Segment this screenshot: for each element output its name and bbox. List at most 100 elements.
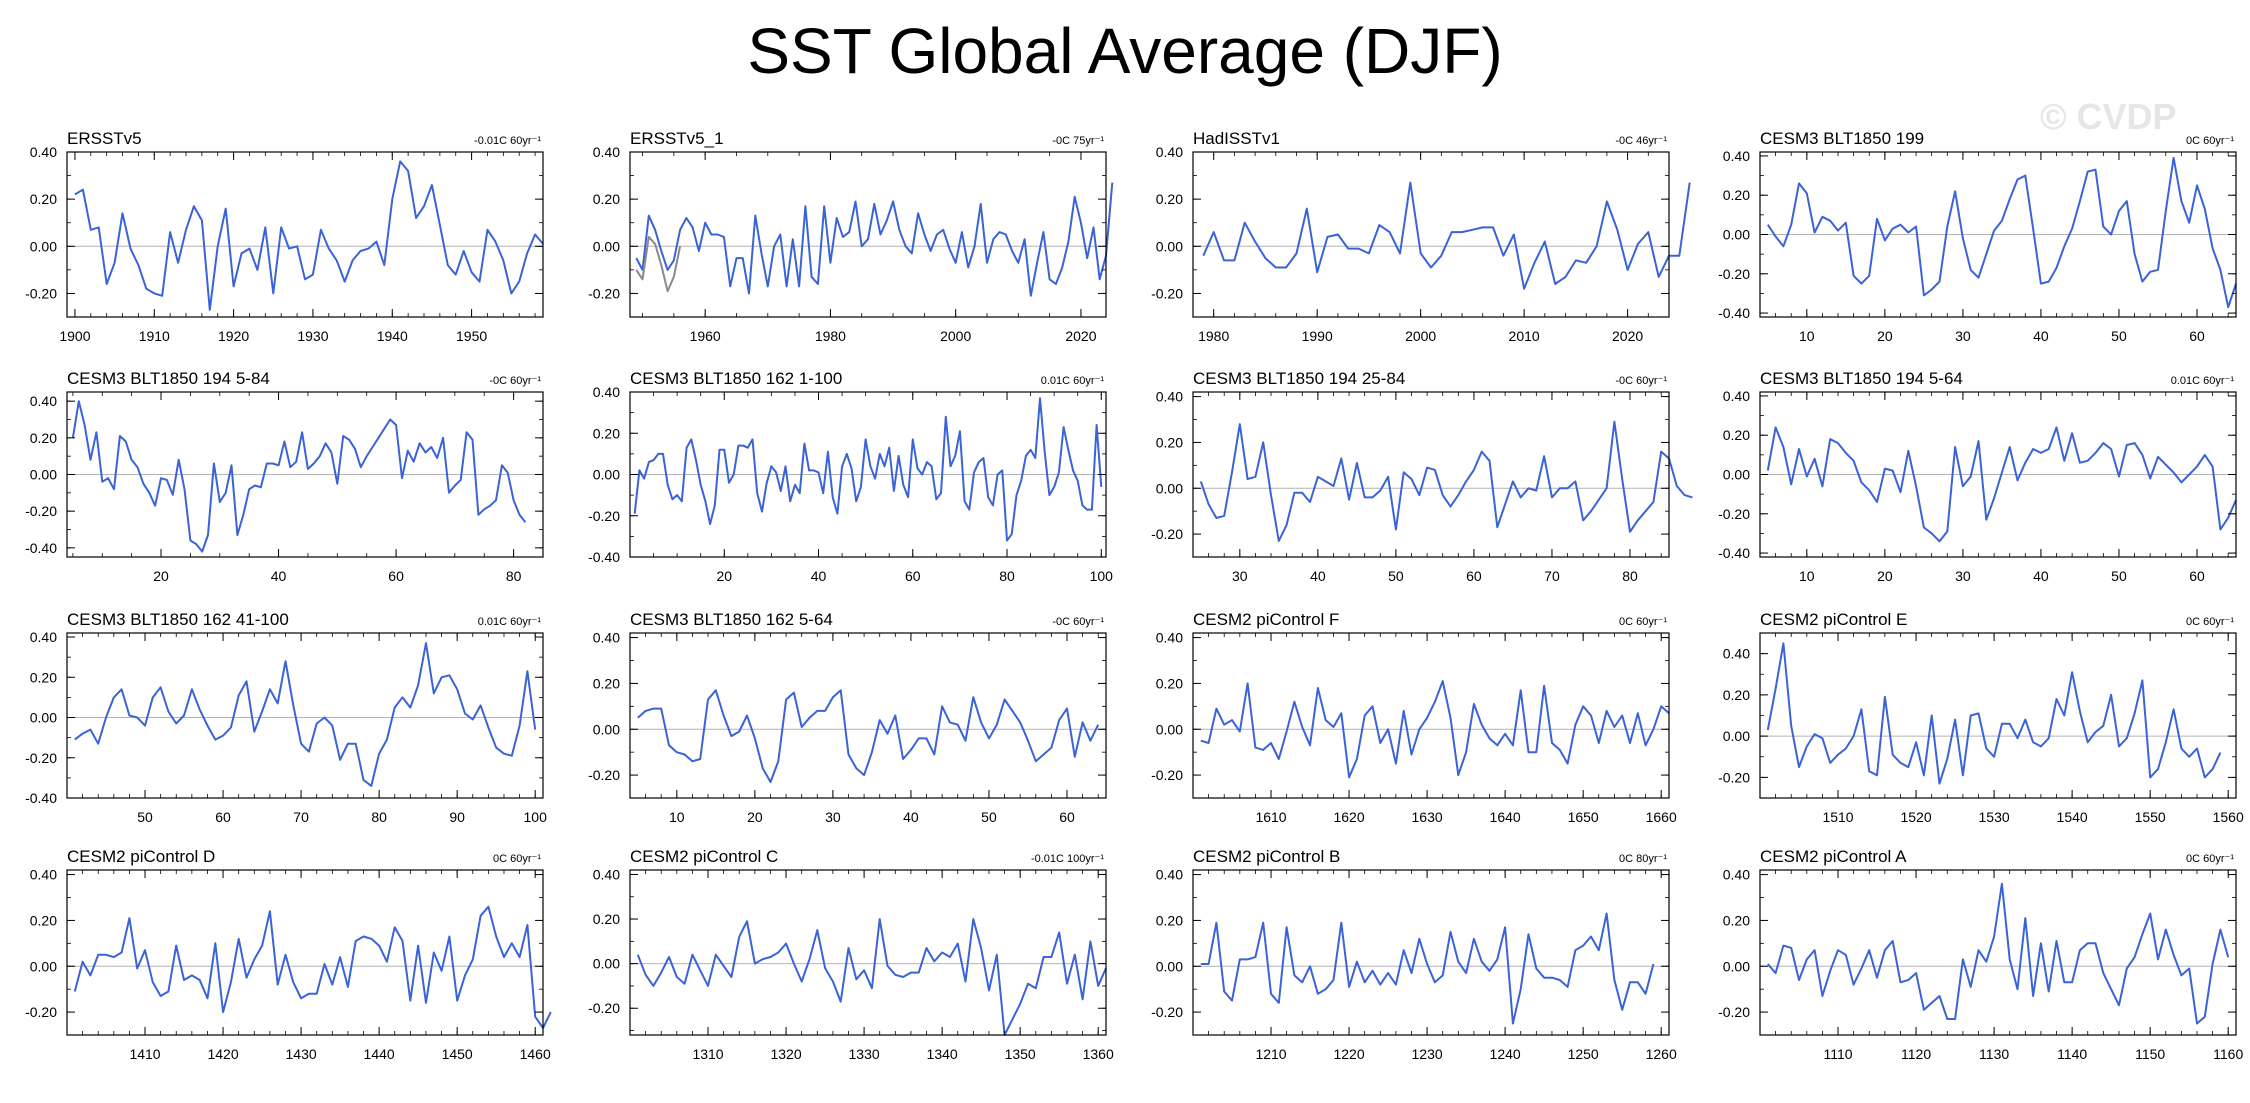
series-line bbox=[1766, 642, 2222, 785]
x-tick-label: 1210 bbox=[1255, 1046, 1286, 1062]
chart-panel: CESM2 piControl C -0.01C 100yr⁻¹ 0.40 0.20 0… bbox=[588, 847, 1114, 1062]
series-line bbox=[74, 160, 544, 311]
series-line bbox=[1200, 912, 1655, 1025]
series-line bbox=[1766, 426, 2237, 543]
chart-title: CESM2 piControl D bbox=[67, 847, 215, 866]
trend-label: -0.01C 100yr⁻¹ bbox=[1031, 853, 1104, 865]
x-tick-label: 1150 bbox=[2135, 1046, 2165, 1062]
series-line bbox=[636, 918, 1107, 1036]
x-tick-label: 1980 bbox=[815, 328, 846, 344]
chart-panel: ERSSTv5 -0.01C 60yr⁻¹ 0.40 0.20 0.00 -0.20 190… bbox=[25, 129, 544, 344]
x-tick-label: 80 bbox=[999, 568, 1015, 584]
x-tick-label: 1540 bbox=[2057, 809, 2088, 825]
series-line bbox=[1200, 680, 1670, 779]
trend-label: 0C 60yr⁻¹ bbox=[2186, 616, 2234, 628]
y-tick-label: 0.00 bbox=[1723, 227, 1750, 243]
x-tick-label: 100 bbox=[1090, 568, 1114, 584]
y-tick-label: -0.20 bbox=[25, 1004, 57, 1020]
chart-panel: CESM2 piControl F 0C 60yr⁻¹ 0.40 0.20 0.00 -0… bbox=[1151, 610, 1677, 825]
trend-label: 0.01C 60yr⁻¹ bbox=[2171, 375, 2235, 387]
x-tick-label: 1990 bbox=[1302, 328, 1333, 344]
x-tick-label: 1980 bbox=[1198, 328, 1229, 344]
chart-panel: CESM3 BLT1850 162 5-64 -0C 60yr⁻¹ 0.40 0.20… bbox=[588, 610, 1107, 825]
y-tick-label: -0.20 bbox=[1718, 1004, 1750, 1020]
x-tick-label: 80 bbox=[371, 809, 387, 825]
y-tick-label: 0.00 bbox=[1156, 480, 1183, 496]
x-tick-label: 70 bbox=[293, 809, 309, 825]
plot-frame bbox=[66, 632, 544, 799]
x-tick-label: 60 bbox=[388, 568, 404, 584]
y-tick-label: -0.20 bbox=[588, 767, 620, 783]
x-tick-label: 1610 bbox=[1255, 809, 1286, 825]
chart-title: CESM2 piControl C bbox=[630, 847, 778, 866]
trend-label: 0C 60yr⁻¹ bbox=[1619, 616, 1667, 628]
y-tick-label: 0.20 bbox=[593, 911, 620, 927]
x-tick-label: 1320 bbox=[770, 1046, 801, 1062]
y-tick-label: -0.20 bbox=[1151, 767, 1183, 783]
y-tick-label: 0.20 bbox=[1156, 434, 1183, 450]
x-tick-label: 1950 bbox=[456, 328, 487, 344]
plot-frame bbox=[66, 869, 544, 1036]
series-line bbox=[71, 400, 527, 553]
y-tick-label: -0.20 bbox=[1718, 769, 1750, 785]
x-tick-label: 1930 bbox=[297, 328, 328, 344]
x-tick-label: 1450 bbox=[442, 1046, 473, 1062]
y-tick-label: 0.00 bbox=[30, 958, 57, 974]
chart-panel: ERSSTv5_1 -0C 75yr⁻¹ 0.40 0.20 0.00 -0.20 1960… bbox=[588, 129, 1114, 344]
x-tick-label: 70 bbox=[1544, 568, 1560, 584]
x-tick-label: 40 bbox=[811, 568, 827, 584]
series-line bbox=[73, 905, 552, 1030]
y-tick-label: 0.40 bbox=[593, 384, 620, 400]
y-tick-label: 0.40 bbox=[30, 393, 57, 409]
plot-frame bbox=[66, 151, 544, 318]
y-tick-label: 0.20 bbox=[1723, 912, 1750, 928]
x-tick-label: 60 bbox=[1466, 568, 1482, 584]
x-tick-label: 80 bbox=[1622, 568, 1638, 584]
chart-panel: CESM2 piControl A 0C 60yr⁻¹ 0.40 0.20 0.00 -0… bbox=[1718, 847, 2243, 1062]
series-line bbox=[74, 642, 537, 787]
trend-label: -0C 60yr⁻¹ bbox=[1052, 616, 1104, 628]
trend-label: -0.01C 60yr⁻¹ bbox=[474, 135, 541, 147]
y-tick-label: 0.40 bbox=[593, 630, 620, 646]
x-tick-label: 1220 bbox=[1333, 1046, 1364, 1062]
x-tick-label: 1910 bbox=[139, 328, 170, 344]
y-tick-label: 0.00 bbox=[1723, 958, 1750, 974]
y-tick-label: -0.20 bbox=[1151, 526, 1183, 542]
x-tick-label: 40 bbox=[271, 568, 287, 584]
chart-panel: CESM3 BLT1850 194 5-84 -0C 60yr⁻¹ 0.40 0.20… bbox=[25, 369, 544, 584]
x-tick-label: 60 bbox=[905, 568, 921, 584]
y-tick-label: 0.00 bbox=[30, 238, 57, 254]
x-tick-label: 40 bbox=[2033, 328, 2049, 344]
series-line bbox=[1199, 420, 1693, 542]
y-tick-label: 0.20 bbox=[1723, 687, 1750, 703]
x-tick-label: 30 bbox=[1955, 568, 1971, 584]
x-tick-label: 1350 bbox=[1005, 1046, 1036, 1062]
plot-frame bbox=[629, 151, 1107, 318]
y-tick-label: 0.20 bbox=[593, 675, 620, 691]
y-tick-label: -0.20 bbox=[1718, 266, 1750, 282]
chart-title: CESM3 BLT1850 162 41-100 bbox=[67, 610, 289, 629]
chart-panel: CESM3 BLT1850 162 41-100 0.01C 60yr⁻¹ 0.40… bbox=[25, 610, 547, 825]
x-tick-label: 2020 bbox=[1065, 328, 1096, 344]
x-tick-label: 50 bbox=[1388, 568, 1404, 584]
x-tick-label: 30 bbox=[825, 809, 841, 825]
trend-label: 0C 80yr⁻¹ bbox=[1619, 853, 1667, 865]
chart-title: ERSSTv5 bbox=[67, 129, 142, 148]
y-tick-label: 0.40 bbox=[593, 866, 620, 882]
x-tick-label: 1230 bbox=[1412, 1046, 1443, 1062]
y-tick-label: 0.00 bbox=[1156, 721, 1183, 737]
y-tick-label: -0.20 bbox=[25, 285, 57, 301]
x-tick-label: 1900 bbox=[59, 328, 90, 344]
x-tick-label: 1110 bbox=[1823, 1046, 1852, 1062]
x-tick-label: 1260 bbox=[1646, 1046, 1677, 1062]
x-tick-label: 20 bbox=[716, 568, 732, 584]
x-tick-label: 1140 bbox=[2057, 1046, 2087, 1062]
y-tick-label: 0.20 bbox=[593, 191, 620, 207]
x-tick-label: 90 bbox=[449, 809, 465, 825]
series-line bbox=[1766, 156, 2237, 309]
series-line bbox=[1767, 882, 2230, 1025]
x-tick-label: 10 bbox=[669, 809, 685, 825]
y-tick-label: 0.00 bbox=[593, 721, 620, 737]
x-tick-label: 1650 bbox=[1568, 809, 1599, 825]
